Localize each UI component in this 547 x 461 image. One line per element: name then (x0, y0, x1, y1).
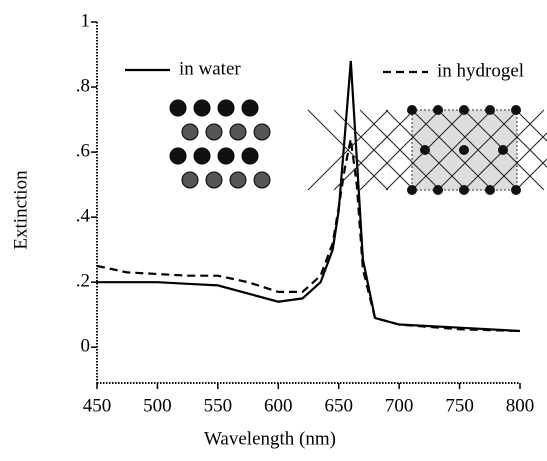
y-tick-label: .2 (76, 271, 90, 292)
x-tick-label: 750 (445, 395, 474, 416)
y-tick-label: 0 (81, 336, 91, 357)
particle (193, 99, 211, 117)
network-particle (485, 185, 495, 195)
particle (217, 99, 235, 117)
x-tick-label: 600 (264, 395, 293, 416)
network-particle (459, 105, 469, 115)
network-particle (459, 185, 469, 195)
network-line (437, 109, 519, 191)
particle (253, 123, 271, 141)
y-tick-label: .6 (76, 140, 90, 161)
particle (205, 171, 223, 189)
particle (253, 171, 271, 189)
network-line (333, 109, 415, 191)
particle (241, 147, 259, 165)
y-tick-label: .8 (76, 75, 90, 96)
particle (229, 123, 247, 141)
network-particle (407, 185, 417, 195)
particle (229, 171, 247, 189)
x-tick-label: 800 (506, 395, 535, 416)
network-particle (407, 105, 417, 115)
network-line (489, 132, 547, 191)
particle (169, 147, 187, 165)
network-particle (420, 145, 430, 155)
legend-label: in water (179, 58, 241, 79)
network-particle (433, 105, 443, 115)
network-particle (433, 185, 443, 195)
particle (169, 99, 187, 117)
network-line (359, 109, 441, 191)
network-particle (498, 145, 508, 155)
network-particle (511, 185, 521, 195)
network-line (515, 109, 547, 142)
particle (181, 171, 199, 189)
series-line (97, 60, 521, 333)
x-tick-label: 500 (143, 395, 172, 416)
particle (181, 123, 199, 141)
network-particle (459, 145, 469, 155)
series-line (96, 138, 521, 333)
particle (193, 147, 211, 165)
particle (205, 123, 223, 141)
particle (241, 99, 259, 117)
network-line (515, 158, 547, 191)
x-tick-label: 450 (83, 395, 112, 416)
y-axis-label: Extinction (10, 170, 31, 250)
legend-label: in hydrogel (437, 60, 524, 81)
network-line (411, 109, 493, 191)
network-particle (485, 105, 495, 115)
network-line (307, 109, 389, 191)
y-tick-label: .4 (76, 205, 91, 226)
network-particle (511, 105, 521, 115)
particle (217, 147, 235, 165)
x-axis-label: Wavelength (nm) (204, 428, 336, 449)
x-tick-label: 700 (385, 395, 414, 416)
x-tick-label: 650 (324, 395, 353, 416)
x-tick-label: 550 (204, 395, 233, 416)
y-tick-label: 1 (81, 10, 91, 31)
